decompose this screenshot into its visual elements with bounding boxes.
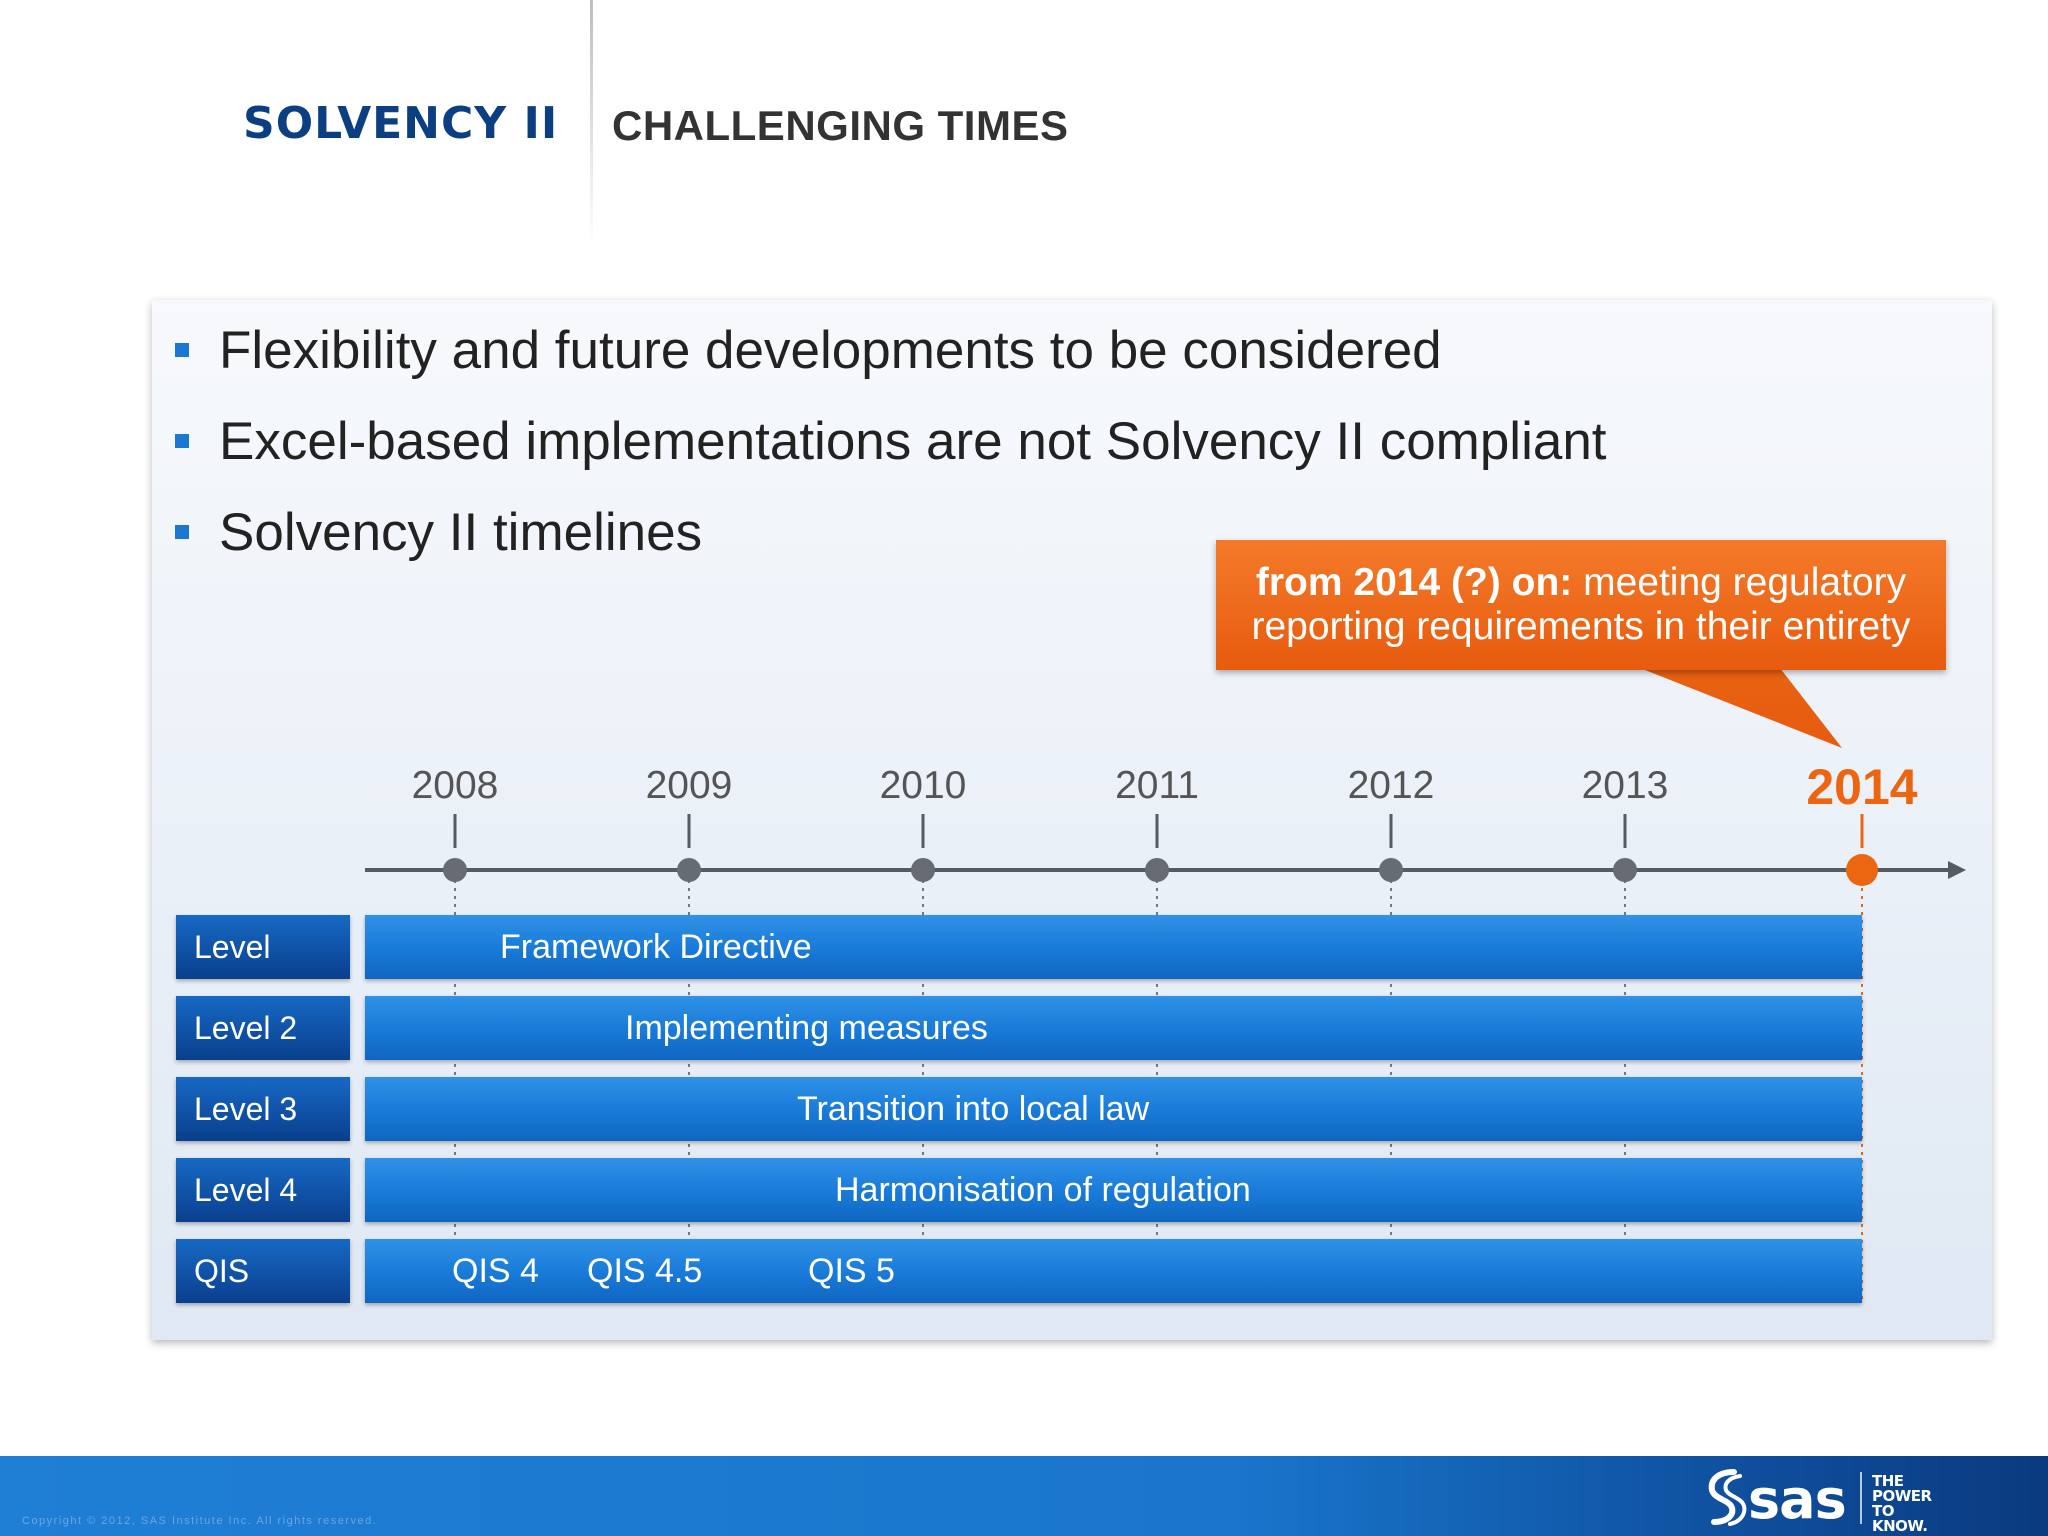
row-bar-harmonisation: Harmonisation of regulation (365, 1158, 1862, 1222)
bullet-item: Solvency II timelines (175, 500, 1607, 591)
sas-swoosh-icon (1708, 1469, 1747, 1526)
year-label-final: 2014 (1806, 759, 1918, 815)
qis-label: QIS 5 (808, 1252, 895, 1290)
callout-tail (1640, 668, 1842, 748)
year-dot (1145, 858, 1169, 882)
tick-marks (453, 814, 1627, 848)
row-bar-framework-directive: Framework Directive (365, 915, 1862, 979)
callout-bold: from 2014 (?) on: (1255, 561, 1573, 604)
row-label-qis: QIS (176, 1239, 350, 1303)
sas-logo-text: sas (1748, 1468, 1847, 1531)
bar-text: Implementing measures (625, 1009, 988, 1047)
year-label: 2011 (1115, 764, 1199, 807)
bullet-text: Excel-based implementations are not Solv… (219, 412, 1607, 471)
callout-box: from 2014 (?) on: meeting regulatory rep… (1216, 540, 1946, 670)
year-dot (911, 858, 935, 882)
bullet-text: Flexibility and future developments to b… (219, 321, 1442, 380)
year-dot-final (1846, 854, 1878, 886)
row-label-level-3: Level 3 (176, 1077, 350, 1141)
tagline-line: THE (1872, 1472, 1904, 1490)
bullet-list: Flexibility and future developments to b… (175, 318, 1607, 591)
tagline: THE POWER TO KNOW. (1872, 1474, 1950, 1534)
bullet-text: Solvency II timelines (219, 503, 703, 562)
row-label-level-4: Level 4 (176, 1158, 350, 1222)
bar-text: Transition into local law (797, 1090, 1150, 1128)
year-label: 2012 (1347, 764, 1435, 807)
tagline-line: TO KNOW. (1872, 1502, 1928, 1535)
year-label: 2013 (1581, 764, 1669, 807)
year-label: 2009 (645, 764, 733, 807)
bullet-item: Flexibility and future developments to b… (175, 318, 1607, 409)
row-label-level-1: Level (176, 915, 350, 979)
callout-text-line1: meeting regulatory (1572, 561, 1907, 604)
copyright-text: Copyright © 2012, SAS Institute Inc. All… (22, 1515, 378, 1527)
footer-bar (0, 1456, 2048, 1536)
bullet-item: Excel-based implementations are not Solv… (175, 409, 1607, 500)
callout: from 2014 (?) on: meeting regulatory rep… (1216, 540, 1946, 670)
callout-text-line2: reporting requirements in their entirety (1251, 605, 1911, 648)
year-dots (443, 858, 1637, 882)
year-dot (1613, 858, 1637, 882)
tagline-line: POWER (1872, 1487, 1932, 1505)
row-label-level-2: Level 2 (176, 996, 350, 1060)
page-title: SOLVENCY II (243, 98, 559, 149)
qis-label: QIS 4 (452, 1252, 539, 1290)
page-subtitle: CHALLENGING TIMES (612, 102, 1069, 149)
bar-text: Harmonisation of regulation (835, 1171, 1251, 1209)
row-bar-transition-local-law: Transition into local law (365, 1077, 1862, 1141)
logo-separator (1860, 1472, 1862, 1524)
year-dot (677, 858, 701, 882)
bullet-square-icon (175, 525, 189, 539)
year-label: 2010 (879, 764, 967, 807)
year-dot (443, 858, 467, 882)
row-bar-implementing-measures: Implementing measures (365, 996, 1862, 1060)
sas-logo: sas THE POWER TO KNOW. (1700, 1466, 1950, 1534)
bullet-square-icon (175, 434, 189, 448)
bullet-square-icon (175, 343, 189, 357)
header-divider (590, 0, 593, 245)
axis-arrow-icon (1948, 861, 1966, 879)
row-bar-qis: QIS 4 QIS 4.5 QIS 5 (365, 1239, 1862, 1303)
bar-text: Framework Directive (500, 928, 812, 966)
year-dot (1379, 858, 1403, 882)
qis-label: QIS 4.5 (587, 1252, 703, 1290)
year-label: 2008 (411, 764, 499, 807)
